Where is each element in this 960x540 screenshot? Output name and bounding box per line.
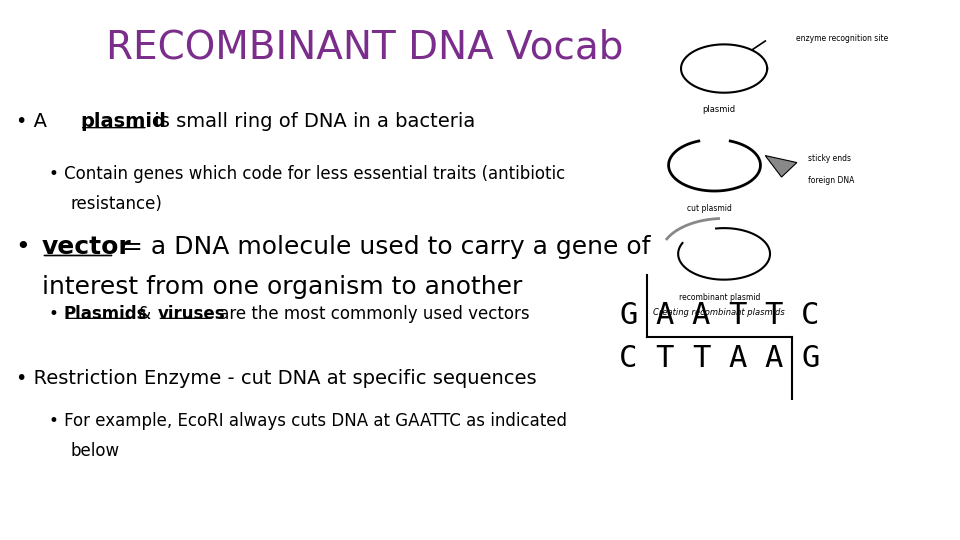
Text: vector: vector: [41, 235, 132, 259]
Text: plasmid: plasmid: [703, 105, 736, 114]
Text: T: T: [729, 301, 747, 330]
Text: &: &: [133, 305, 156, 323]
Text: G: G: [619, 301, 637, 330]
Text: resistance): resistance): [70, 195, 162, 213]
Text: • For example, EcoRI always cuts DNA at GAATTC as indicated: • For example, EcoRI always cuts DNA at …: [49, 413, 567, 430]
Text: RECOMBINANT DNA Vocab: RECOMBINANT DNA Vocab: [107, 28, 624, 66]
Text: foreign DNA: foreign DNA: [808, 176, 854, 185]
Text: recombinant plasmid: recombinant plasmid: [679, 293, 760, 301]
Text: A: A: [729, 344, 747, 373]
Text: • Contain genes which code for less essential traits (antibiotic: • Contain genes which code for less esse…: [49, 165, 565, 183]
Text: interest from one organism to another: interest from one organism to another: [41, 275, 522, 299]
Text: T: T: [692, 344, 710, 373]
Text: = a DNA molecule used to carry a gene of: = a DNA molecule used to carry a gene of: [114, 235, 651, 259]
Text: A: A: [765, 344, 783, 373]
Polygon shape: [765, 156, 797, 177]
Text: Plasmids: Plasmids: [63, 305, 147, 323]
Text: T: T: [656, 344, 674, 373]
Text: C: C: [619, 344, 637, 373]
Text: enzyme recognition site: enzyme recognition site: [796, 35, 888, 44]
Text: plasmid: plasmid: [80, 112, 166, 131]
Text: are the most commonly used vectors: are the most commonly used vectors: [214, 305, 530, 323]
Text: •: •: [15, 235, 38, 259]
Text: T: T: [765, 301, 783, 330]
Text: sticky ends: sticky ends: [808, 154, 852, 163]
Text: • A: • A: [15, 112, 53, 131]
Text: A: A: [692, 301, 710, 330]
Text: Creating recombinant plasmids: Creating recombinant plasmids: [654, 308, 785, 316]
Text: • Restriction Enzyme - cut DNA at specific sequences: • Restriction Enzyme - cut DNA at specif…: [15, 369, 537, 388]
Text: •: •: [49, 305, 64, 323]
Text: cut plasmid: cut plasmid: [687, 205, 732, 213]
Text: C: C: [801, 301, 820, 330]
Text: G: G: [801, 344, 820, 373]
Text: below: below: [70, 442, 119, 460]
Text: is small ring of DNA in a bacteria: is small ring of DNA in a bacteria: [148, 112, 475, 131]
Text: viruses: viruses: [157, 305, 225, 323]
Text: A: A: [656, 301, 674, 330]
